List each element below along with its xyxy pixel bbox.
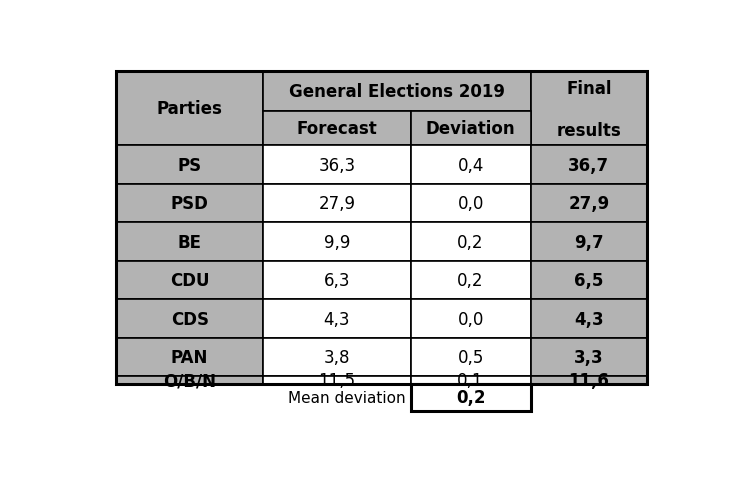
Text: 0,2: 0,2 [457, 233, 484, 251]
Text: results: results [556, 122, 621, 140]
Text: 0,4: 0,4 [457, 156, 484, 174]
Bar [116, 72, 263, 146]
Text: 11,5: 11,5 [318, 372, 355, 389]
Bar [116, 184, 263, 223]
Bar [410, 223, 531, 261]
Bar [116, 300, 263, 338]
Text: 4,3: 4,3 [324, 310, 350, 328]
Text: 0,0: 0,0 [457, 310, 484, 328]
Text: Deviation: Deviation [426, 120, 516, 138]
Text: 6,3: 6,3 [324, 272, 350, 289]
Bar [116, 146, 263, 184]
Text: O/B/N: O/B/N [163, 372, 216, 389]
Bar [410, 338, 531, 376]
Bar [531, 223, 647, 261]
Text: PSD: PSD [171, 194, 209, 213]
Bar [263, 261, 410, 300]
Text: General Elections 2019: General Elections 2019 [289, 83, 505, 100]
Text: 0,2: 0,2 [457, 272, 484, 289]
Text: 4,3: 4,3 [574, 310, 603, 328]
Text: 3,8: 3,8 [324, 348, 350, 366]
Bar [263, 223, 410, 261]
Bar [531, 376, 647, 384]
Text: 27,9: 27,9 [318, 194, 355, 213]
Text: 11,6: 11,6 [568, 372, 609, 389]
Bar [263, 184, 410, 223]
Text: Mean deviation: Mean deviation [288, 390, 406, 405]
Text: 9,9: 9,9 [324, 233, 350, 251]
Bar [410, 384, 531, 411]
Bar [410, 146, 531, 184]
Bar [531, 72, 647, 146]
Text: Parties: Parties [157, 100, 223, 118]
Bar [531, 146, 647, 184]
Bar [263, 111, 410, 146]
Bar [116, 376, 263, 384]
Text: Final: Final [566, 80, 611, 98]
Text: 6,5: 6,5 [574, 272, 603, 289]
Text: 36,7: 36,7 [568, 156, 609, 174]
Text: 0,1: 0,1 [457, 372, 484, 389]
Bar [116, 338, 263, 376]
Bar [263, 146, 410, 184]
Bar [531, 261, 647, 300]
Bar [410, 184, 531, 223]
Bar [531, 338, 647, 376]
Text: 0,0: 0,0 [457, 194, 484, 213]
Bar [531, 184, 647, 223]
Bar [263, 300, 410, 338]
Text: 36,3: 36,3 [318, 156, 355, 174]
Bar [410, 261, 531, 300]
Bar [410, 111, 531, 146]
Text: 9,7: 9,7 [574, 233, 603, 251]
Bar [410, 376, 531, 384]
Bar [263, 72, 531, 111]
Text: BE: BE [177, 233, 202, 251]
Text: Forecast: Forecast [297, 120, 377, 138]
Bar [116, 223, 263, 261]
Bar [263, 338, 410, 376]
Text: 3,3: 3,3 [574, 348, 603, 366]
Text: PAN: PAN [171, 348, 209, 366]
Text: 0,2: 0,2 [456, 389, 485, 407]
Text: PS: PS [177, 156, 202, 174]
Bar [116, 72, 647, 384]
Text: 0,5: 0,5 [457, 348, 484, 366]
Bar [410, 300, 531, 338]
Text: 27,9: 27,9 [568, 194, 609, 213]
Text: CDS: CDS [171, 310, 209, 328]
Bar [531, 300, 647, 338]
Bar [116, 261, 263, 300]
Bar [263, 376, 410, 384]
Text: CDU: CDU [170, 272, 209, 289]
